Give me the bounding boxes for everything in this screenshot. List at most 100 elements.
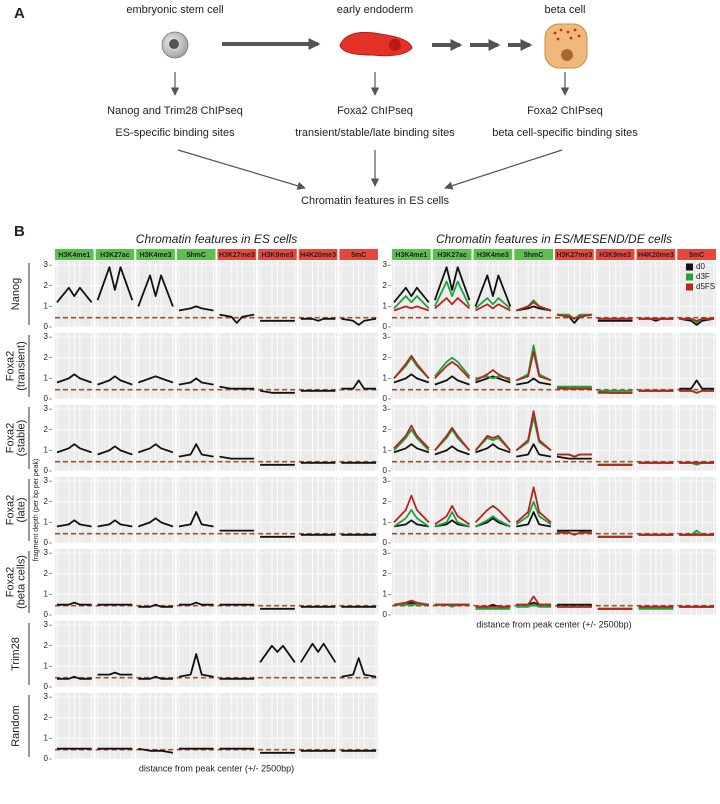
facet-header: [298, 249, 338, 260]
series-line: [516, 603, 551, 608]
y-tick-label: 1: [44, 661, 49, 670]
legend-label: d3F: [696, 272, 710, 281]
series-line: [259, 644, 296, 663]
stage-name: early endoderm: [337, 4, 413, 16]
series-line: [474, 274, 512, 307]
row-label: (beta cells): [15, 555, 27, 609]
facet-header: [55, 249, 94, 260]
series-line: [259, 389, 295, 394]
y-tick-label: 3: [383, 260, 388, 269]
series-line: [679, 379, 714, 390]
series-line: [97, 445, 133, 456]
sites: beta cell-specific binding sites: [492, 127, 638, 139]
facet-label: H4K20me3: [300, 252, 336, 259]
legend-swatch: [686, 263, 693, 271]
series-line: [475, 443, 511, 454]
series-line: [434, 426, 471, 451]
y-tick-label: 2: [44, 425, 49, 434]
y-tick-label: 3: [44, 548, 49, 557]
series-line: [97, 671, 133, 676]
facet-header: [95, 249, 135, 260]
chart-title: Chromatin features in ES cells: [136, 232, 297, 246]
y-tick-label: 0: [44, 394, 49, 403]
beta-cell-nucleus: [561, 49, 573, 61]
chart-title: Chromatin features in ES/MESEND/DE cells: [436, 232, 672, 246]
series-line: [300, 642, 337, 663]
series-line: [516, 595, 551, 606]
beta-cell-icon: [544, 23, 588, 69]
series-line: [679, 317, 714, 322]
arrow: [177, 149, 306, 190]
facet-label: H3K4me3: [477, 252, 509, 259]
legend-label: d5FS: [696, 282, 715, 291]
y-tick-label: 1: [383, 373, 388, 382]
y-tick-label: 1: [383, 445, 388, 454]
facet-header: [636, 249, 676, 260]
series-line: [393, 509, 430, 528]
series-line: [219, 313, 255, 324]
y-tick-label: 2: [44, 497, 49, 506]
series-line: [515, 486, 552, 524]
y-tick-label: 1: [44, 733, 49, 742]
series-line: [219, 455, 255, 460]
series-line: [178, 443, 214, 458]
series-line: [341, 379, 376, 390]
series-line: [557, 531, 592, 536]
series-line: [475, 375, 511, 384]
y-tick-label: 3: [44, 620, 49, 629]
series-line: [679, 317, 715, 326]
series-line: [178, 653, 214, 678]
facet-header: [339, 249, 378, 260]
series-line: [137, 274, 174, 307]
facet-header: [514, 249, 553, 260]
y-tick-label: 1: [383, 589, 388, 598]
series-line: [138, 675, 173, 680]
y-tick-label: 2: [383, 353, 388, 362]
series-line: [56, 443, 92, 454]
facet-label: H3K27ac: [100, 252, 130, 259]
series-line: [57, 601, 92, 606]
facet-label: H3K27me3: [556, 252, 592, 259]
row-label: Foxa2: [4, 567, 16, 598]
y-tick-label: 2: [44, 281, 49, 290]
y-tick-label: 3: [383, 548, 388, 557]
y-tick-label: 3: [44, 692, 49, 701]
series-line: [475, 303, 511, 312]
endoderm-nucleus: [389, 39, 401, 51]
row-label: (late): [15, 497, 27, 522]
series-line: [138, 375, 174, 384]
series-line: [341, 657, 377, 678]
row-label: Trim28: [10, 637, 22, 671]
endoderm-icon: [339, 31, 413, 57]
series-line: [56, 373, 92, 384]
series-line: [474, 505, 511, 524]
x-axis-label: distance from peak center (+/- 2500bp): [476, 619, 631, 629]
series-line: [434, 297, 471, 310]
series-line: [138, 747, 174, 754]
series-line: [516, 511, 552, 528]
series-line: [393, 295, 430, 310]
sites: ES-specific binding sites: [115, 127, 235, 139]
series-line: [434, 356, 471, 377]
series-line: [515, 416, 552, 452]
y-tick-label: 3: [383, 404, 388, 413]
facet-label: H4K20me3: [638, 252, 674, 259]
facet-header: [555, 249, 594, 260]
y-tick-label: 2: [44, 713, 49, 722]
series-line: [393, 599, 429, 606]
assay: Foxa2 ChIPseq: [337, 105, 413, 117]
series-line: [515, 410, 552, 452]
series-line: [516, 377, 552, 386]
y-tick-label: 0: [44, 322, 49, 331]
series-line: [434, 519, 470, 528]
row-label: Nanog: [10, 278, 22, 310]
row-label: Foxa2: [4, 351, 16, 382]
y-tick-label: 0: [383, 394, 388, 403]
y-tick-label: 3: [44, 476, 49, 485]
series-line: [516, 305, 552, 312]
series-line: [219, 385, 255, 390]
series-line: [393, 494, 430, 524]
es-cell-nucleus: [169, 39, 179, 49]
